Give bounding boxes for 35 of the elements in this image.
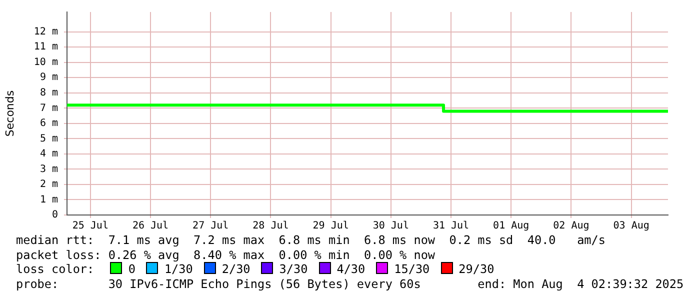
x-tick-label: 03 Aug: [613, 220, 650, 232]
y-tick-label: 4 m: [40, 148, 58, 160]
text: packet loss: 0.26 % avg 8.40 % max 0.00 % min 0.00 % now: [16, 248, 436, 262]
legend-title: loss color:: [16, 262, 96, 276]
x-tick-label: 31 Jul: [432, 220, 470, 232]
y-tick-label: 11 m: [34, 42, 58, 53]
y-tick-label: 3 m: [40, 164, 58, 175]
legend-label: 1/30: [164, 262, 193, 276]
text: probe: 30 IPv6-ICMP Echo Pings (56 Bytes) every 60s end: Mon Aug 4 02:39:32 2025: [16, 276, 684, 291]
y-tick-label: 10 m: [34, 56, 58, 68]
x-tick-label: 02 Aug: [553, 220, 590, 232]
x-tick-label: 01 Aug: [493, 220, 530, 232]
y-tick-label: 1 m: [40, 194, 58, 206]
x-tick-label: 27 Jul: [192, 220, 229, 232]
x-tick-label: 29 Jul: [312, 220, 349, 232]
legend-label: 4/30: [336, 262, 366, 276]
y-tick-label: 12 m: [34, 26, 58, 38]
x-tick-label: 28 Jul: [252, 220, 289, 232]
text: median rtt: 7.1 ms avg 7.2 ms max 6.8 ms min 6.8 ms now 0.2 ms sd 40.0 am/s: [16, 233, 606, 248]
y-tick-label: 0: [52, 210, 58, 221]
legend-label: 0: [128, 262, 136, 276]
legend-label: 15/30: [394, 262, 430, 276]
legend-label: 3/30: [279, 262, 308, 276]
y-tick-label: 5 m: [40, 133, 58, 144]
x-tick-label: 25 Jul: [72, 220, 108, 232]
y-tick-label: 7 m: [40, 102, 58, 114]
y-tick-label: 9 m: [40, 72, 58, 84]
x-tick-label: 26 Jul: [132, 220, 169, 232]
legend-label: 2/30: [222, 262, 250, 276]
legend-label: 29/30: [458, 262, 494, 276]
y-tick-label: 6 m: [40, 118, 58, 130]
y-tick-label: 2 m: [40, 179, 58, 190]
y-axis-title: Seconds: [3, 90, 16, 137]
x-tick-label: 30 Jul: [372, 220, 409, 232]
y-tick-label: 8 m: [40, 87, 58, 98]
